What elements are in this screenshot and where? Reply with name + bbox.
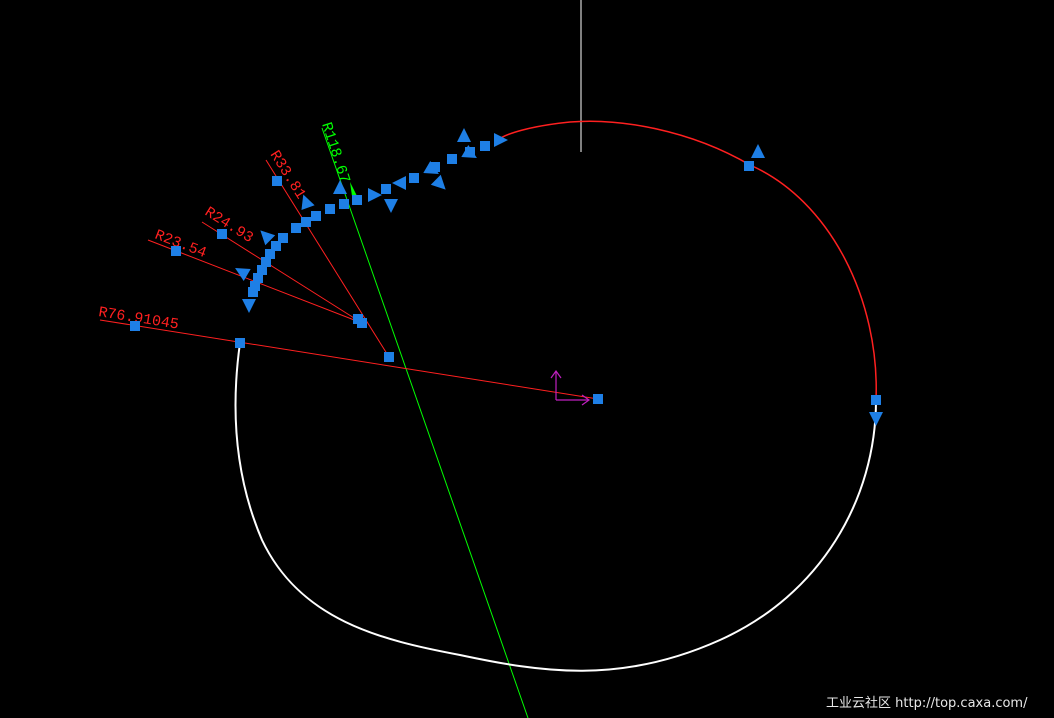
direction-grip-icon[interactable] [333,180,347,194]
grip-handle[interactable] [593,394,603,404]
grip-handle[interactable] [447,154,457,164]
grip-handle[interactable] [265,249,275,259]
grip-handle[interactable] [325,204,335,214]
direction-grip-icon[interactable] [242,299,256,313]
direction-grip-icon[interactable] [368,188,382,202]
grip-handle[interactable] [130,321,140,331]
direction-grip-icon[interactable] [392,176,406,190]
profile-curve[interactable] [234,342,877,672]
grip-handle[interactable] [381,184,391,194]
grip-handle[interactable] [291,223,301,233]
grip-handle[interactable] [272,176,282,186]
grip-handle[interactable] [384,352,394,362]
grip-handle[interactable] [217,229,227,239]
grip-handle[interactable] [250,281,260,291]
dimension-line-r76[interactable] [99,319,599,400]
grip-handle[interactable] [480,141,490,151]
direction-grip-icon[interactable] [297,192,315,211]
grip-handle[interactable] [271,241,281,251]
grip-handle[interactable] [339,199,349,209]
dimension-line-r24[interactable] [201,221,363,324]
dimension-label-r24[interactable]: R24.93 [201,204,256,247]
direction-grip-icon[interactable] [384,199,398,213]
direction-grip-icon[interactable] [869,412,883,426]
construction-line[interactable] [321,127,529,718]
grip-handle[interactable] [353,314,363,324]
grip-handle[interactable] [311,211,321,221]
grip-handle[interactable] [278,233,288,243]
grip-handle[interactable] [352,195,362,205]
grip-handle[interactable] [253,273,263,283]
dimension-label-r23[interactable]: R23.54 [152,227,209,262]
grip-handle[interactable] [871,395,881,405]
dimension-line-r33[interactable] [265,159,390,358]
grip-handle[interactable] [248,287,258,297]
grip-handle[interactable] [301,217,311,227]
direction-grip-icon[interactable] [751,144,765,158]
watermark: 工业云社区 http://top.caxa.com/ [826,692,1027,711]
watermark-url[interactable]: http://top.caxa.com/ [895,696,1028,711]
grip-handle[interactable] [261,257,271,267]
grip-handle[interactable] [235,338,245,348]
direction-grip-icon[interactable] [494,133,508,147]
direction-grip-icon[interactable] [457,128,471,142]
grip-handle[interactable] [744,161,754,171]
direction-grip-icon[interactable] [430,174,451,195]
grip-handle[interactable] [430,162,440,172]
grip-handle[interactable] [409,173,419,183]
direction-grip-icon[interactable] [423,160,442,180]
direction-grip-icon[interactable] [461,144,480,164]
selected-arc[interactable] [497,120,877,401]
watermark-site-name: 工业云社区 [826,696,892,711]
direction-grip-icon[interactable] [232,262,251,282]
ucs-icon [550,369,591,406]
grip-handle[interactable] [257,265,267,275]
grip-handle[interactable] [171,246,181,256]
dimension-label-r118[interactable]: R118.67 [317,120,353,185]
arrowhead-icon [350,182,357,196]
